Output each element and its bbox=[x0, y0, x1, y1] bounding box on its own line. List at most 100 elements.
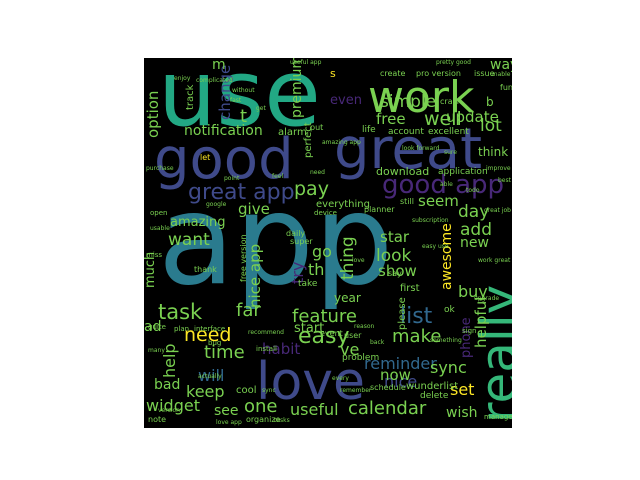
word-go: go bbox=[312, 242, 332, 261]
word-star: star bbox=[380, 228, 410, 246]
word-alarm: alarm bbox=[278, 127, 307, 138]
word-good-app: good app bbox=[382, 170, 505, 200]
word-work: work bbox=[368, 72, 475, 123]
word-pay: pay bbox=[294, 178, 329, 200]
word-love-small: love bbox=[352, 257, 365, 264]
word-nice: nice bbox=[384, 372, 418, 391]
word-need: need bbox=[184, 324, 232, 346]
word-free: free bbox=[376, 110, 406, 128]
word-habit: habit bbox=[262, 340, 301, 358]
word-improve: improve bbox=[486, 165, 511, 172]
word-good: good bbox=[154, 127, 294, 192]
word-thank: thank bbox=[194, 265, 217, 274]
word-problem: problem bbox=[342, 353, 380, 363]
word-see: see bbox=[214, 403, 239, 419]
word-add: add bbox=[460, 220, 492, 240]
word-even: even bbox=[330, 93, 362, 108]
word-make: make bbox=[392, 326, 442, 347]
word-wish: wish bbox=[446, 405, 478, 421]
word-pretty-good: pretty good bbox=[436, 59, 471, 66]
word-schedule: schedule bbox=[370, 383, 406, 392]
word-useful-app: useful app bbox=[290, 59, 322, 66]
word-far: far bbox=[236, 300, 261, 321]
word-something: something bbox=[430, 337, 462, 344]
word-ve: ve bbox=[340, 340, 360, 359]
word-easy: easy bbox=[298, 324, 350, 349]
word-ok: ok bbox=[444, 305, 455, 315]
word-list: list bbox=[400, 304, 433, 329]
word-now: now bbox=[380, 366, 411, 384]
word-bad: bad bbox=[154, 377, 181, 393]
word-best: best bbox=[498, 177, 511, 184]
word-download: download bbox=[376, 165, 430, 178]
word-sync: sync bbox=[430, 358, 467, 377]
word-sign: sign bbox=[462, 327, 477, 335]
word-new: new bbox=[460, 235, 489, 251]
word-m: m bbox=[212, 58, 226, 73]
word-take: take bbox=[298, 279, 318, 289]
word-bug: bug bbox=[208, 339, 222, 347]
word-todo: todo bbox=[466, 187, 480, 194]
word-lot: lot bbox=[480, 116, 502, 136]
word-put: put bbox=[310, 123, 324, 132]
word-everything: everything bbox=[316, 199, 370, 210]
word-unable: unable bbox=[490, 71, 511, 78]
word-notification: notification bbox=[184, 123, 263, 139]
word-crash: crash bbox=[440, 97, 462, 106]
word-without: without bbox=[232, 87, 255, 94]
word-fun: fun bbox=[500, 83, 512, 92]
word-way: way bbox=[490, 58, 512, 73]
word-show: show bbox=[378, 262, 417, 280]
word-life: life bbox=[362, 125, 376, 135]
word-love-app: love app bbox=[216, 419, 242, 426]
word-th: th bbox=[308, 260, 325, 279]
word-fast: fast bbox=[230, 97, 242, 104]
word-delete: delete bbox=[420, 391, 449, 401]
word-application: application bbox=[438, 167, 488, 177]
word-able: able bbox=[440, 181, 453, 188]
word-user: user bbox=[344, 331, 362, 340]
word-want: want bbox=[168, 230, 210, 250]
word-work-great: work great bbox=[478, 257, 511, 264]
word-sync-small: sync bbox=[262, 387, 276, 394]
word-update: update bbox=[446, 108, 499, 126]
word-seem: seem bbox=[418, 192, 459, 210]
word-time: time bbox=[204, 342, 245, 363]
word-planner: planner bbox=[364, 205, 395, 214]
word-remember: remember bbox=[340, 387, 372, 394]
word-will: will bbox=[198, 366, 225, 385]
word-organize: organize bbox=[246, 415, 281, 424]
word-enjoy: enjoy bbox=[174, 75, 191, 82]
word-look: look bbox=[376, 246, 412, 266]
word-well: well bbox=[424, 108, 462, 130]
word-get: get bbox=[256, 105, 266, 112]
word-calendar: calendar bbox=[348, 398, 427, 419]
word-plan: plan bbox=[174, 325, 190, 333]
word-tasks: tasks bbox=[274, 417, 290, 424]
word-event: event bbox=[320, 329, 343, 338]
word-subscription: subscription bbox=[412, 217, 449, 224]
word-option: option bbox=[144, 90, 162, 138]
word-widget: widget bbox=[146, 396, 200, 415]
word-think: think bbox=[478, 145, 509, 159]
word-need-small: need bbox=[310, 169, 325, 176]
word-look-forward: look forward bbox=[402, 145, 440, 152]
word-simple: simple bbox=[380, 92, 437, 112]
word-pro-version: pro version bbox=[416, 69, 461, 78]
word-task: task bbox=[158, 300, 203, 324]
word-amazing: amazing bbox=[170, 215, 226, 230]
word-manage: manage bbox=[484, 413, 512, 421]
word-ad: ad bbox=[144, 319, 162, 335]
word-app: app bbox=[158, 168, 394, 313]
word-back: back bbox=[370, 339, 385, 346]
word-one: one bbox=[244, 396, 278, 417]
word-keep: keep bbox=[186, 382, 225, 401]
word-buy: buy bbox=[458, 282, 488, 301]
word-actually: actually bbox=[198, 373, 222, 380]
word-let: let bbox=[200, 153, 211, 162]
word-feel: feel bbox=[272, 173, 284, 180]
word-usable: usable bbox=[150, 225, 170, 232]
word-use: use bbox=[158, 58, 321, 147]
word-great-app: great app bbox=[188, 180, 295, 205]
word-quite: quite bbox=[148, 323, 166, 331]
